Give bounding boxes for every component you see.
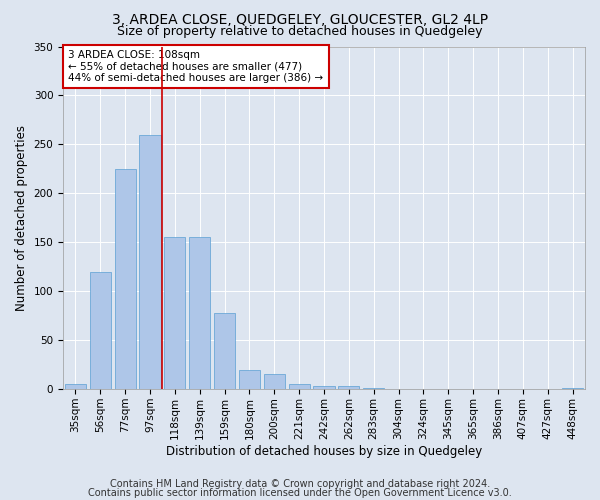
- Bar: [264, 374, 285, 389]
- Text: 3, ARDEA CLOSE, QUEDGELEY, GLOUCESTER, GL2 4LP: 3, ARDEA CLOSE, QUEDGELEY, GLOUCESTER, G…: [112, 12, 488, 26]
- Bar: [139, 134, 161, 389]
- Bar: [65, 384, 86, 389]
- Bar: [214, 313, 235, 389]
- Bar: [313, 386, 335, 389]
- Text: Size of property relative to detached houses in Quedgeley: Size of property relative to detached ho…: [117, 25, 483, 38]
- Bar: [239, 370, 260, 389]
- Bar: [338, 386, 359, 389]
- Y-axis label: Number of detached properties: Number of detached properties: [15, 125, 28, 311]
- Text: 3 ARDEA CLOSE: 108sqm
← 55% of detached houses are smaller (477)
44% of semi-det: 3 ARDEA CLOSE: 108sqm ← 55% of detached …: [68, 50, 323, 83]
- Bar: [562, 388, 583, 389]
- Bar: [189, 238, 210, 389]
- Bar: [115, 169, 136, 389]
- Text: Contains public sector information licensed under the Open Government Licence v3: Contains public sector information licen…: [88, 488, 512, 498]
- Bar: [363, 388, 384, 389]
- Bar: [289, 384, 310, 389]
- Bar: [90, 272, 111, 389]
- Bar: [164, 238, 185, 389]
- X-axis label: Distribution of detached houses by size in Quedgeley: Distribution of detached houses by size …: [166, 444, 482, 458]
- Text: Contains HM Land Registry data © Crown copyright and database right 2024.: Contains HM Land Registry data © Crown c…: [110, 479, 490, 489]
